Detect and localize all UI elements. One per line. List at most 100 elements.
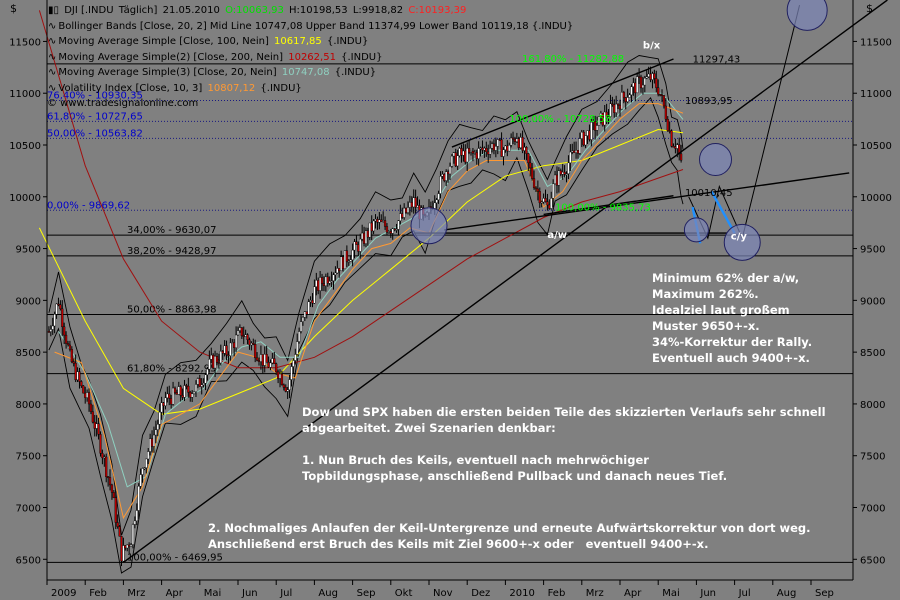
- candle-body: [439, 176, 442, 194]
- candle-body: [454, 152, 457, 167]
- candle-body: [676, 144, 679, 149]
- indicator-value: 10747,08: [281, 67, 330, 78]
- annotation-label: a/w: [547, 230, 567, 241]
- candle-body: [330, 280, 333, 282]
- annotation-label: c/y: [731, 231, 748, 242]
- indicator-label: Moving Average Simple(3) [Close, 20, Nei…: [58, 67, 277, 78]
- candle-body: [108, 477, 112, 486]
- candle-body: [616, 103, 620, 106]
- candle-body: [538, 191, 541, 204]
- candle-body: [469, 150, 473, 153]
- candle-body: [299, 321, 303, 332]
- indicator-row: ∿ Volatility Index [Close, 10, 3] 10807,1…: [47, 81, 574, 97]
- candle-body: [504, 145, 507, 151]
- x-tick-label: Jul: [738, 588, 751, 599]
- candle-body: [586, 130, 589, 136]
- candle-body: [89, 403, 93, 412]
- candle-body: [475, 152, 478, 159]
- indicator-suffix: {.INDU}: [341, 51, 383, 63]
- fib-label: 50,00% - 10563,82: [47, 128, 143, 139]
- candle-body: [630, 86, 633, 96]
- ohlc-low: L:9918,82: [352, 5, 404, 16]
- candle-body: [303, 311, 306, 318]
- indicator-value: 10617,85: [274, 36, 322, 47]
- candle-body: [487, 151, 490, 155]
- candle-body: [450, 155, 454, 167]
- candle-body: [511, 137, 515, 140]
- candle-body: [292, 360, 295, 367]
- candle-body: [611, 103, 614, 105]
- x-tick-label: Aug: [318, 588, 338, 599]
- candle-body: [496, 139, 499, 147]
- fib-label: 38,20% - 9428,97: [127, 246, 216, 257]
- candle-body: [666, 119, 669, 131]
- candle-body: [468, 148, 471, 153]
- candle-body: [385, 226, 389, 233]
- candle-body: [208, 359, 211, 370]
- candle-body: [649, 73, 652, 80]
- candle-body: [615, 103, 618, 113]
- candle-body: [634, 82, 637, 94]
- y-tick-label: 11000: [9, 89, 41, 100]
- candle-body: [250, 343, 253, 346]
- candle-body: [221, 351, 224, 354]
- candle-body: [445, 171, 448, 181]
- candle-body: [473, 152, 476, 154]
- candle-body: [200, 384, 203, 387]
- candle-body: [120, 536, 123, 562]
- candle-body: [273, 358, 276, 365]
- candle-body: [259, 354, 263, 362]
- fib-label: 161,80% - 11282,88: [522, 54, 624, 65]
- candle-body: [284, 387, 287, 392]
- candle-body: [359, 238, 362, 252]
- ohlc-high: H:10198,53: [289, 5, 348, 16]
- candle-body: [122, 545, 125, 562]
- candle-body: [219, 351, 222, 364]
- x-tick-label: Aug: [777, 588, 797, 599]
- y-tick-label: 11500: [860, 37, 892, 48]
- candle-body: [532, 178, 536, 189]
- y-tick-label: 10500: [9, 141, 41, 152]
- candle-body: [150, 438, 154, 447]
- candle-body: [164, 397, 167, 406]
- candle-body: [531, 167, 534, 179]
- candle-body: [215, 355, 219, 363]
- candle-body: [212, 354, 215, 369]
- candle-body: [86, 392, 89, 398]
- candle-body: [548, 204, 551, 209]
- candle-body: [349, 259, 352, 262]
- candle-body: [72, 361, 75, 364]
- candle-body: [64, 334, 68, 344]
- x-tick-label: Nov: [433, 588, 453, 599]
- candle-body: [154, 429, 157, 436]
- candle-body: [492, 143, 496, 151]
- candle-body: [638, 76, 641, 78]
- candle-body: [580, 131, 583, 139]
- indicator-label: Bollinger Bands [Close, 20, 2] Mid Line …: [58, 20, 574, 32]
- candle-body: [628, 94, 631, 98]
- candle-body: [57, 303, 60, 306]
- candle-body: [133, 520, 136, 525]
- annotation-label: 100,00% - 9835,73: [555, 202, 651, 213]
- candle-body: [370, 222, 373, 232]
- y-tick-label: 11500: [9, 37, 41, 48]
- scenario-2: 2. Nochmaliges Anlaufen der Keil-Untergr…: [208, 521, 811, 551]
- candle-body: [183, 385, 186, 398]
- instrument-row: ▮▯ DJI [.INDU Täglich] 21.05.2010 O:1006…: [47, 3, 574, 19]
- scenario-1: 1. Nun Bruch des Keils, eventuell nach m…: [302, 453, 728, 483]
- x-tick-label: Mrz: [586, 588, 604, 599]
- candle-body: [498, 139, 501, 141]
- candle-body: [485, 148, 488, 153]
- candle-body: [361, 232, 364, 240]
- y-tick-label: 7000: [16, 504, 41, 515]
- candle-body: [517, 138, 520, 148]
- candle-body: [185, 385, 188, 387]
- y-tick-label: 10000: [9, 193, 41, 204]
- candle-body: [124, 545, 127, 549]
- instrument-symbol: DJI [.INDU: [64, 5, 114, 16]
- candle-body: [441, 174, 444, 177]
- annotation-label: b/x: [643, 41, 661, 52]
- candle-body: [55, 303, 58, 315]
- annotation-label: 11297,43: [693, 54, 741, 65]
